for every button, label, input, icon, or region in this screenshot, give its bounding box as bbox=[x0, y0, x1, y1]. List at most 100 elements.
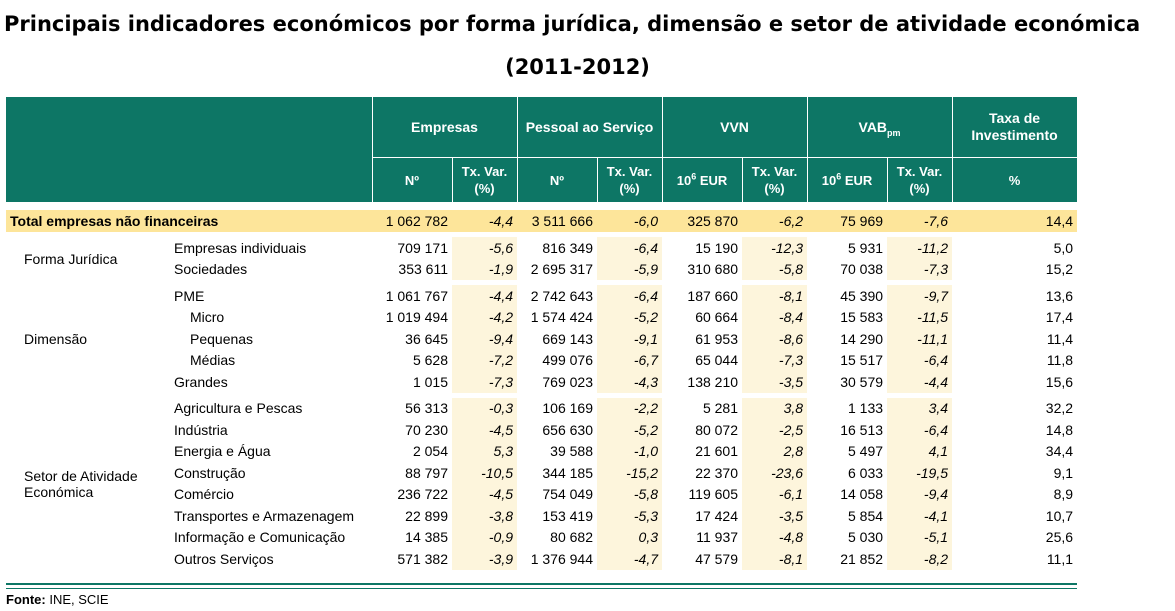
cell: 61 953 bbox=[695, 330, 739, 347]
row-label: Outros Serviços bbox=[174, 550, 274, 567]
cell: 2 695 317 bbox=[530, 261, 593, 278]
header-eur: 106 EUR bbox=[661, 157, 743, 203]
cell: 1 019 494 bbox=[385, 309, 448, 326]
header-vab: VABpm bbox=[806, 96, 953, 158]
cell: 187 660 bbox=[687, 287, 739, 304]
cell: 1 015 bbox=[412, 373, 448, 390]
cell: 499 076 bbox=[542, 352, 593, 369]
cell: 9,1 bbox=[1053, 464, 1074, 481]
cell: 1 133 bbox=[847, 400, 884, 417]
row-label: Sociedades bbox=[174, 261, 248, 278]
cell: 4,1 bbox=[887, 440, 953, 462]
cell: 17,4 bbox=[1045, 309, 1074, 326]
cell: -4,7 bbox=[597, 548, 663, 570]
cell: 5 030 bbox=[847, 529, 884, 546]
cell: -2,5 bbox=[742, 419, 808, 441]
cell: 6 033 bbox=[847, 464, 884, 481]
cell: 17 424 bbox=[695, 507, 739, 524]
cell: 39 588 bbox=[550, 443, 593, 460]
row-label: Comércio bbox=[174, 486, 234, 503]
cell: -3,8 bbox=[452, 505, 517, 527]
cell: 119 605 bbox=[688, 486, 739, 503]
cell: -6,4 bbox=[597, 237, 663, 259]
cell: 5 628 bbox=[412, 352, 448, 369]
cell: -9,7 bbox=[887, 285, 953, 307]
cell: 14,4 bbox=[952, 210, 1078, 232]
header-taxa-investimento: Taxa de Investimento bbox=[951, 96, 1078, 158]
cell: 3 511 666 bbox=[517, 210, 597, 232]
cell: 5 931 bbox=[847, 239, 884, 256]
cell: -1,0 bbox=[597, 440, 663, 462]
cell: 571 382 bbox=[397, 550, 448, 567]
total-label: Total empresas não financeiras bbox=[6, 210, 372, 232]
cell: -0,3 bbox=[452, 397, 517, 419]
cell: 15 583 bbox=[840, 309, 884, 326]
cell: 236 722 bbox=[397, 486, 448, 503]
cell: 75 969 bbox=[807, 210, 888, 232]
cell: 310 680 bbox=[687, 261, 739, 278]
row-label: Informação e Comunicação bbox=[174, 529, 346, 546]
cell: -11,5 bbox=[887, 306, 953, 328]
cell: 14 058 bbox=[840, 486, 884, 503]
cell: 11,1 bbox=[1046, 550, 1074, 567]
cell: 70 230 bbox=[405, 421, 448, 438]
cell: -6,1 bbox=[742, 483, 808, 505]
cell: 2 742 643 bbox=[530, 287, 593, 304]
cell: -5,6 bbox=[452, 237, 517, 259]
table-row: Sociedades 353 611 -1,9 2 695 317 -5,9 310 68… bbox=[6, 258, 1077, 280]
header-blank bbox=[6, 96, 373, 203]
cell: -12,3 bbox=[742, 237, 808, 259]
table-row: Setor de Atividade Económica Agricultura … bbox=[6, 397, 1077, 500]
cell: 34,4 bbox=[1045, 443, 1074, 460]
cell: -6,4 bbox=[887, 419, 953, 441]
cell: 36 645 bbox=[405, 330, 448, 347]
cell: 1 376 944 bbox=[530, 550, 593, 567]
cell: -7,3 bbox=[452, 371, 517, 393]
header-pessoal: Pessoal ao Serviço bbox=[516, 96, 663, 158]
table-row: Comércio 236 722 -4,5 754 049 -5,8 119 605 -6,… bbox=[6, 483, 1077, 505]
title-line-1: Principais indicadores económicos por fo… bbox=[4, 12, 1141, 36]
cell: 5,3 bbox=[452, 440, 517, 462]
cell: 10,7 bbox=[1045, 507, 1074, 524]
header-txvar: Tx. Var. (%) bbox=[886, 157, 953, 203]
group-label-forma: Forma Jurídica bbox=[24, 250, 118, 267]
header-pct: % bbox=[951, 157, 1078, 203]
cell: -6,4 bbox=[887, 349, 953, 371]
cell: -5,3 bbox=[597, 505, 663, 527]
cell: 656 630 bbox=[542, 421, 593, 438]
cell: 2 054 bbox=[412, 443, 448, 460]
cell: -8,1 bbox=[742, 548, 808, 570]
group-label-setor: Setor de Atividade Económica bbox=[24, 467, 138, 500]
cell: 32,2 bbox=[1045, 400, 1074, 417]
cell: -4,4 bbox=[452, 210, 517, 232]
header-n: Nº bbox=[371, 157, 453, 203]
cell: 15 190 bbox=[695, 239, 739, 256]
cell: -8,1 bbox=[742, 285, 808, 307]
table-row: Informação e Comunicação 14 385 -0,9 80 682… bbox=[6, 526, 1077, 548]
row-label: PME bbox=[174, 287, 205, 304]
cell: -9,1 bbox=[597, 328, 663, 350]
cell: -3,5 bbox=[742, 505, 808, 527]
cell: -8,2 bbox=[887, 548, 953, 570]
row-label: Médias bbox=[190, 352, 236, 369]
row-label: Energia e Água bbox=[174, 443, 271, 460]
cell: -15,2 bbox=[597, 462, 663, 484]
row-label: Indústria bbox=[174, 421, 228, 438]
cell: -5,8 bbox=[742, 258, 808, 280]
cell: -3,9 bbox=[452, 548, 517, 570]
cell: 5 281 bbox=[702, 400, 739, 417]
cell: 88 797 bbox=[405, 464, 448, 481]
header-txvar: Tx. Var. (%) bbox=[451, 157, 518, 203]
cell: -5,2 bbox=[597, 306, 663, 328]
cell: -7,3 bbox=[887, 258, 953, 280]
cell: 709 171 bbox=[397, 239, 448, 256]
table-row: Energia e Água 2 054 5,3 39 588 -1,0 21 601 2,… bbox=[6, 440, 1077, 462]
cell: 21 852 bbox=[840, 550, 884, 567]
cell: -4,8 bbox=[742, 526, 808, 548]
cell: -4,1 bbox=[887, 505, 953, 527]
title-line-2: (2011-2012) bbox=[505, 55, 650, 79]
group-label-dimensao: Dimensão bbox=[24, 330, 88, 347]
cell: 15,6 bbox=[1045, 373, 1074, 390]
cell: 3,8 bbox=[742, 397, 808, 419]
cell: 754 049 bbox=[542, 486, 593, 503]
